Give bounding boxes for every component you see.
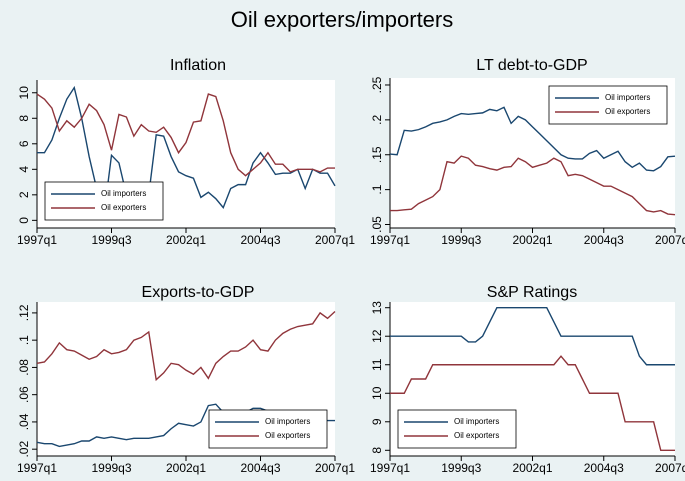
y-tick-label: .2 xyxy=(370,115,384,125)
legend-label: Oil importers xyxy=(265,417,310,426)
legend-label: Oil importers xyxy=(454,417,499,426)
series-line xyxy=(36,93,335,177)
panel-title: S&P Ratings xyxy=(487,284,577,301)
y-tick-label: 10 xyxy=(370,386,384,400)
y-tick-label: 4 xyxy=(17,166,31,173)
y-tick-label: .25 xyxy=(370,76,384,93)
x-tick-label: 1999q3 xyxy=(441,233,481,247)
series-line xyxy=(389,106,676,172)
legend-label: Oil exporters xyxy=(101,203,146,212)
x-tick-label: 1997q1 xyxy=(370,461,410,475)
legend-box xyxy=(397,409,517,449)
x-tick-label: 2007q1 xyxy=(655,233,685,247)
panel-title: Exports-to-GDP xyxy=(142,284,255,301)
x-tick-label: 1999q3 xyxy=(441,461,481,475)
y-tick-label: .1 xyxy=(370,184,384,194)
series-line xyxy=(37,85,336,215)
legend-label: Oil importers xyxy=(101,189,146,198)
y-tick-label: .12 xyxy=(17,304,31,321)
x-tick-label: 2007q1 xyxy=(315,461,355,475)
legend-label: Oil importers xyxy=(605,93,650,102)
y-tick-label: 2 xyxy=(17,191,31,198)
series-line xyxy=(390,155,676,216)
x-tick-label: 2007q1 xyxy=(655,461,685,475)
y-tick-label: 0 xyxy=(17,217,31,224)
y-tick-label: 13 xyxy=(370,301,384,315)
x-tick-label: 2004q3 xyxy=(584,233,624,247)
y-tick-label: .1 xyxy=(17,335,31,345)
panel-title: LT debt-to-GDP xyxy=(476,57,587,74)
y-tick-label: 8 xyxy=(17,115,31,122)
y-tick-label: .05 xyxy=(370,216,384,233)
y-tick-label: 8 xyxy=(370,447,384,454)
legend-box xyxy=(208,409,328,449)
y-tick-label: .08 xyxy=(17,359,31,376)
legend-label: Oil exporters xyxy=(454,431,499,440)
page-title: Oil exporters/importers xyxy=(231,7,454,32)
x-tick-label: 2007q1 xyxy=(315,233,355,247)
series-line xyxy=(36,311,336,382)
y-tick-label: .02 xyxy=(17,441,31,458)
x-tick-label: 2002q1 xyxy=(512,233,552,247)
series-line xyxy=(390,355,675,451)
x-tick-label: 1997q1 xyxy=(370,233,410,247)
legend-box xyxy=(548,85,668,125)
x-tick-label: 2004q3 xyxy=(240,233,280,247)
x-tick-label: 1997q1 xyxy=(17,233,57,247)
x-tick-label: 2004q3 xyxy=(584,461,624,475)
y-tick-label: 10 xyxy=(17,86,31,100)
x-tick-label: 1999q3 xyxy=(91,233,131,247)
x-tick-label: 2002q1 xyxy=(166,233,206,247)
y-tick-label: .15 xyxy=(370,146,384,163)
x-tick-label: 1999q3 xyxy=(91,461,131,475)
x-tick-label: 2002q1 xyxy=(166,461,206,475)
x-tick-label: 1997q1 xyxy=(17,461,57,475)
y-tick-label: .04 xyxy=(17,413,31,430)
y-tick-label: 9 xyxy=(370,418,384,425)
panel-title: Inflation xyxy=(170,57,226,74)
x-tick-label: 2002q1 xyxy=(512,461,552,475)
series-line xyxy=(390,307,675,366)
x-tick-label: 2004q3 xyxy=(240,461,280,475)
y-tick-label: 11 xyxy=(370,358,384,371)
legend-label: Oil exporters xyxy=(265,431,310,440)
legend-box xyxy=(44,181,164,221)
legend-label: Oil exporters xyxy=(605,107,650,116)
y-tick-label: .06 xyxy=(17,386,31,403)
y-tick-label: 12 xyxy=(370,329,384,343)
y-tick-label: 6 xyxy=(17,140,31,147)
